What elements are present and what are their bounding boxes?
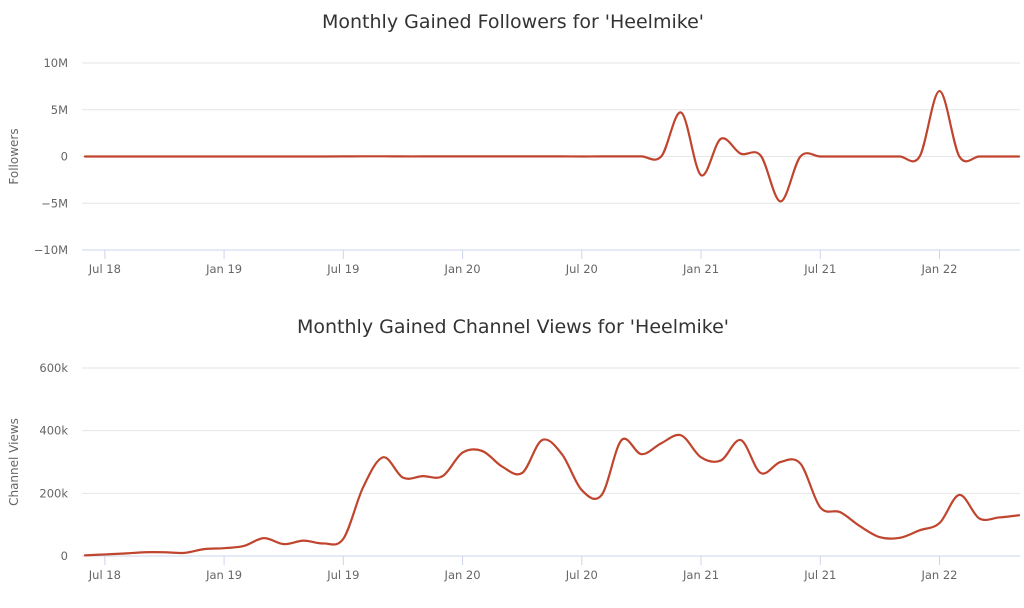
y-axis-label: Channel Views	[7, 418, 21, 506]
y-axis-label: Followers	[7, 128, 21, 184]
x-tick-label: Jan 20	[444, 568, 481, 582]
chart-1: Monthly Gained Followers for 'Heelmike' F…	[7, 11, 1021, 276]
y-tick-label: 400k	[39, 424, 68, 438]
x-tick-label: Jan 19	[205, 568, 242, 582]
x-tick-label: Jul 21	[803, 262, 836, 276]
y-tick-label: 0	[61, 150, 68, 164]
x-tick-label: Jul 18	[88, 568, 121, 582]
x-tick-label: Jan 22	[920, 262, 957, 276]
x-tick-label: Jan 21	[682, 568, 719, 582]
y-tick-label: −10M	[34, 243, 68, 257]
x-tick-label: Jul 19	[326, 262, 359, 276]
y-tick-label: 600k	[39, 361, 68, 375]
y-tick-label: 10M	[43, 56, 68, 70]
x-tick-label: Jan 22	[920, 568, 957, 582]
series-line	[83, 433, 1021, 557]
y-tick-label: −5M	[41, 196, 68, 210]
series-line	[83, 89, 1021, 203]
x-tick-label: Jul 21	[803, 568, 836, 582]
x-tick-label: Jul 20	[565, 262, 598, 276]
y-tick-label: 5M	[51, 103, 68, 117]
y-tick-label: 200k	[39, 486, 68, 500]
chart-2: Monthly Gained Channel Views for 'Heelmi…	[7, 316, 1021, 582]
chart-title: Monthly Gained Followers for 'Heelmike'	[322, 11, 704, 33]
x-tick-label: Jul 20	[565, 568, 598, 582]
x-tick-label: Jan 20	[444, 262, 481, 276]
x-tick-label: Jul 18	[88, 262, 121, 276]
x-tick-label: Jan 21	[682, 262, 719, 276]
chart-title: Monthly Gained Channel Views for 'Heelmi…	[297, 316, 729, 338]
x-tick-label: Jan 19	[205, 262, 242, 276]
x-tick-label: Jul 19	[326, 568, 359, 582]
y-tick-label: 0	[61, 549, 68, 563]
